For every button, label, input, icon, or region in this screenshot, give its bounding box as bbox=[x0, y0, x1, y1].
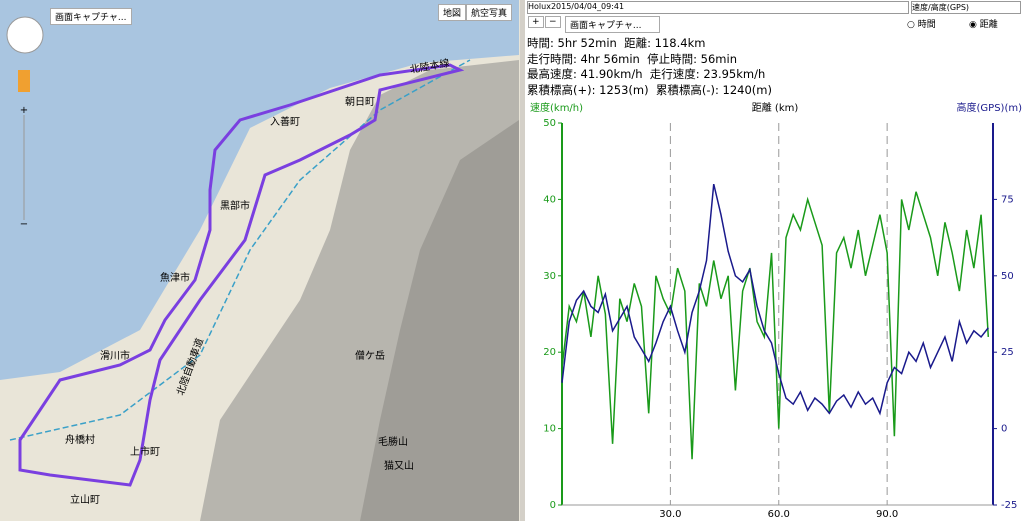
place-label: 魚津市 bbox=[160, 271, 190, 284]
minus-button[interactable]: − bbox=[545, 16, 561, 28]
y2-axis-title: 高度(GPS)(m) bbox=[957, 101, 1023, 114]
y-tick-label: 40 bbox=[543, 194, 556, 205]
y2-tick-label: 75 bbox=[1001, 194, 1014, 205]
place-label: 入善町 bbox=[270, 115, 300, 128]
map: 入善町 朝日町 黒部市 魚津市 滑川市 舟橋村 上市町 立山町 僧ケ岳 毛勝山 … bbox=[0, 0, 520, 521]
y-tick-label: 50 bbox=[543, 118, 556, 129]
y2-tick-label: 50 bbox=[1001, 271, 1014, 282]
x-tick-label: 60.0 bbox=[768, 509, 790, 520]
place-label: 猫又山 bbox=[384, 459, 414, 472]
y-axis-title: 速度(km/h) bbox=[530, 101, 583, 114]
aerial-button[interactable]: 航空写真 bbox=[466, 4, 513, 21]
radio-time[interactable]: ○ 時間 bbox=[903, 16, 940, 31]
radio-label: 距離 bbox=[979, 20, 998, 30]
stat: 最高速度: 41.90km/h 走行速度: 23.95km/h bbox=[527, 67, 766, 81]
y2-tick-label: -25 bbox=[1001, 500, 1017, 511]
radio-distance[interactable]: ◉ 距離 bbox=[965, 16, 1002, 31]
zoom-in[interactable]: + bbox=[20, 105, 28, 116]
x-tick-label: 90.0 bbox=[876, 509, 898, 520]
place-label: 舟橋村 bbox=[65, 433, 95, 446]
y2-tick-label: 0 bbox=[1001, 424, 1007, 435]
place-label: 滑川市 bbox=[100, 349, 130, 362]
x-axis-title: 距離 (km) bbox=[752, 101, 799, 114]
y-tick-label: 10 bbox=[543, 424, 556, 435]
zoom-out[interactable]: − bbox=[20, 219, 28, 230]
stat: 時間: 5hr 52min 距離: 118.4km bbox=[527, 36, 706, 50]
panel: Holux2015/04/04_09:41 速度/高度(GPS) + − 画面キ… bbox=[525, 0, 1024, 521]
x-tick-label: 30.0 bbox=[659, 509, 681, 520]
place-label: 黒部市 bbox=[220, 199, 250, 212]
stat: 累積標高(+): 1253(m) 累積標高(-): 1240(m) bbox=[527, 82, 772, 97]
place-label: 毛勝山 bbox=[378, 435, 408, 448]
map-button[interactable]: 地図 bbox=[438, 4, 467, 21]
series-line bbox=[561, 191, 990, 460]
railway bbox=[9, 59, 471, 441]
stat: 走行時間: 4hr 56min 停止時間: 56min bbox=[527, 51, 737, 66]
place-label: 朝日町 bbox=[345, 96, 375, 108]
y-tick-label: 0 bbox=[550, 500, 556, 511]
y2-tick-label: 25 bbox=[1001, 347, 1014, 358]
mountains bbox=[360, 120, 519, 521]
file-select[interactable]: Holux2015/04/04_09:41 bbox=[527, 1, 909, 14]
y-tick-label: 20 bbox=[543, 347, 556, 358]
chart: 速度(km/h) 距離 (km) 高度(GPS)(m) 30.0 60.0 90.0 0 10… bbox=[530, 101, 1023, 520]
pegman[interactable] bbox=[18, 70, 30, 92]
place-label: 僧ケ岳 bbox=[355, 349, 385, 362]
place-label: 立山町 bbox=[70, 493, 100, 506]
mode-select[interactable]: 速度/高度(GPS) bbox=[911, 1, 1021, 14]
radio-label: 時間 bbox=[917, 20, 936, 30]
sea bbox=[0, 0, 519, 380]
series-line bbox=[561, 183, 989, 416]
capture-button[interactable]: 画面キャプチャ... bbox=[565, 16, 660, 33]
pan-control[interactable] bbox=[6, 16, 44, 54]
place-label: 上市町 bbox=[130, 445, 160, 458]
plus-button[interactable]: + bbox=[528, 16, 544, 28]
route bbox=[18, 63, 465, 487]
splitter[interactable] bbox=[520, 0, 525, 521]
y-tick-label: 30 bbox=[543, 271, 556, 282]
capture-button[interactable]: 画面キャプチャ... bbox=[50, 8, 132, 25]
